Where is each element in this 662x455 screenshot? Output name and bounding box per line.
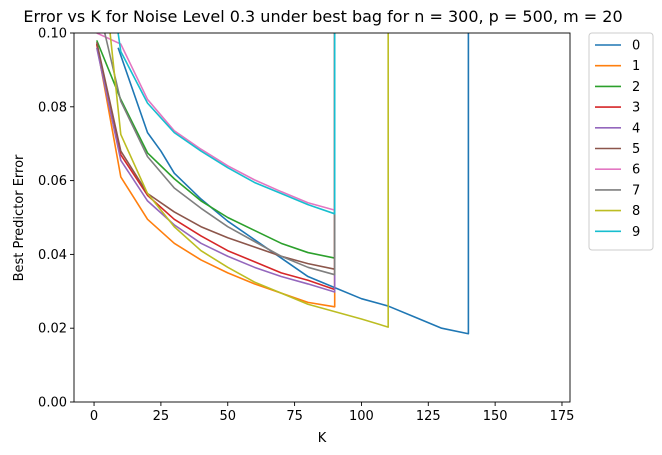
legend-label-6: 6 bbox=[632, 163, 640, 178]
legend-label-9: 9 bbox=[632, 225, 640, 240]
series-line-7 bbox=[103, 33, 336, 276]
x-tick-label: 25 bbox=[153, 409, 170, 424]
chart-title: Error vs K for Noise Level 0.3 under bes… bbox=[23, 7, 622, 26]
legend-label-2: 2 bbox=[632, 80, 640, 95]
series-line-8 bbox=[109, 33, 389, 328]
series-line-9 bbox=[117, 33, 336, 215]
plot-area bbox=[95, 33, 470, 335]
y-tick-label: 0.06 bbox=[38, 174, 67, 189]
x-tick-label: 75 bbox=[286, 409, 303, 424]
legend-label-5: 5 bbox=[632, 142, 640, 157]
series-line-1 bbox=[95, 33, 336, 308]
series-line-4 bbox=[95, 33, 336, 293]
legend-box bbox=[588, 32, 654, 251]
y-tick-label: 0.10 bbox=[38, 27, 67, 42]
x-tick-label: 100 bbox=[349, 409, 374, 424]
legend-label-1: 1 bbox=[632, 59, 640, 74]
legend-label-3: 3 bbox=[632, 101, 640, 116]
y-tick-label: 0.04 bbox=[38, 248, 67, 263]
series-line-2 bbox=[95, 33, 336, 259]
legend-label-8: 8 bbox=[632, 204, 640, 219]
legend: 0 1 2 3 4 5 6 7 8 9 bbox=[588, 32, 654, 251]
legend-label-7: 7 bbox=[632, 183, 640, 198]
x-tick-label: 0 bbox=[90, 409, 98, 424]
y-tick-label: 0.08 bbox=[38, 100, 67, 115]
x-tick-label: 50 bbox=[219, 409, 236, 424]
series-line-0 bbox=[117, 33, 470, 335]
x-axis-label: K bbox=[318, 431, 327, 446]
series-line-3 bbox=[95, 33, 336, 291]
x-tick-label: 125 bbox=[416, 409, 441, 424]
y-tick-label: 0.02 bbox=[38, 322, 67, 337]
y-axis-label: Best Predictor Error bbox=[12, 154, 27, 281]
series-line-5 bbox=[95, 33, 336, 270]
series-line-6 bbox=[96, 33, 336, 211]
x-tick-label: 175 bbox=[550, 409, 575, 424]
legend-label-4: 4 bbox=[632, 121, 640, 136]
legend-label-0: 0 bbox=[632, 39, 640, 54]
axes-frame bbox=[73, 32, 571, 403]
axes: 0 25 50 75 100 125 150 175 0.00 0.02 0.04 0.06 0.08 0… bbox=[38, 27, 574, 425]
y-tick-label: 0.00 bbox=[38, 396, 67, 411]
x-tick-label: 150 bbox=[483, 409, 508, 424]
